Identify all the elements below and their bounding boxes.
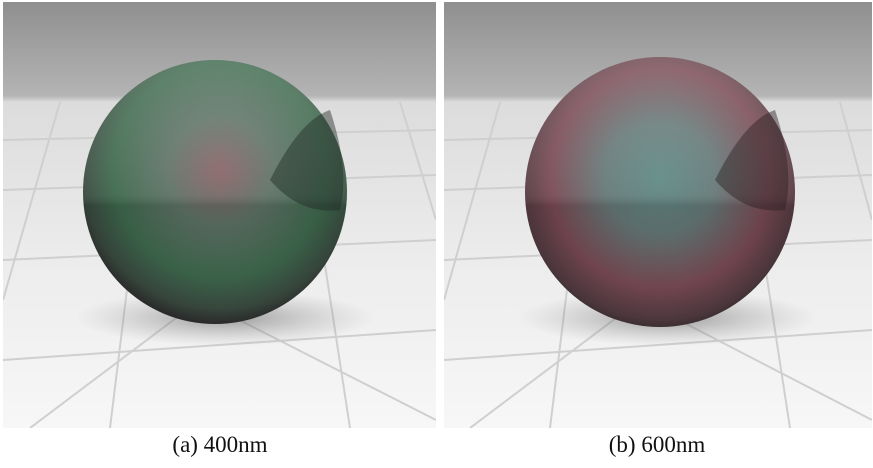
- figure: (a) 400nm (b) 600nm (() => { const data …: [0, 0, 873, 468]
- renders: [0, 0, 873, 430]
- caption: (a) 400nm: [3, 432, 437, 458]
- render-600nm: [444, 2, 872, 428]
- render-400nm: [3, 2, 436, 428]
- caption: (b) 600nm: [440, 432, 873, 458]
